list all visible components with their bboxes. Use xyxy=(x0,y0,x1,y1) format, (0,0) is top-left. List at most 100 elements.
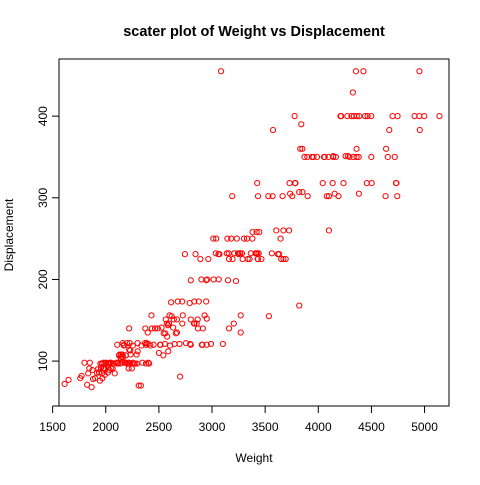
scatter-point xyxy=(146,360,153,367)
scatter-point xyxy=(129,342,136,349)
scatter-point xyxy=(342,153,349,160)
scatter-point xyxy=(123,340,131,347)
scatter-point xyxy=(296,188,303,196)
scatter-point xyxy=(162,330,169,337)
scatter-point xyxy=(187,316,194,323)
scatter-point xyxy=(382,193,389,200)
scatter-point xyxy=(179,320,186,327)
scatter-point xyxy=(386,126,393,134)
scatter-point xyxy=(156,341,164,348)
scatter-point xyxy=(194,316,201,323)
scatter-point xyxy=(236,250,244,257)
scatter-point xyxy=(151,325,159,332)
scatter-point xyxy=(223,250,230,257)
x-tick-label: 2000 xyxy=(92,420,119,434)
scatter-point xyxy=(382,145,390,152)
scatter-point xyxy=(212,250,219,257)
scatter-point xyxy=(195,298,202,305)
scatter-point xyxy=(391,153,398,161)
scatter-point xyxy=(181,251,189,258)
scatter-point xyxy=(249,228,256,236)
scatter-point xyxy=(340,180,347,187)
scatter-point xyxy=(253,228,260,236)
scatter-point xyxy=(416,126,423,134)
scatter-point xyxy=(217,68,225,75)
scatter-point xyxy=(215,276,222,283)
scatter-point xyxy=(192,251,199,258)
scatter-point xyxy=(394,193,401,200)
scatter-point xyxy=(268,250,275,257)
scatter-point xyxy=(237,329,244,336)
scatter-point xyxy=(273,227,280,234)
scatter-point xyxy=(313,153,321,161)
scatter-point xyxy=(134,348,141,355)
scatter-point xyxy=(282,255,289,263)
chart-title: scater plot of Weight vs Displacement xyxy=(123,24,385,40)
scatter-point xyxy=(150,341,157,348)
scatter-point xyxy=(225,250,232,257)
scatter-point xyxy=(126,325,133,332)
scatter-point xyxy=(384,153,391,161)
scatter-point xyxy=(86,359,93,366)
scatter-point xyxy=(162,316,169,323)
x-tick-label: 3500 xyxy=(252,420,279,434)
scatter-point xyxy=(241,235,248,242)
scatter-point xyxy=(329,180,336,187)
scatter-point xyxy=(355,190,362,197)
scatter-point xyxy=(421,113,428,120)
scatter-point xyxy=(368,113,375,120)
scatter-point xyxy=(203,277,210,284)
scatter-point xyxy=(216,251,223,258)
scatter-point xyxy=(61,380,68,388)
scatter-point xyxy=(297,145,304,152)
scatter-point xyxy=(168,313,175,320)
scatter-point xyxy=(203,315,210,322)
scatter-point xyxy=(332,153,339,161)
y-tick-label: 300 xyxy=(36,187,50,207)
y-axis: 100 200 300 400 xyxy=(36,106,60,371)
scatter-point xyxy=(120,341,128,348)
scatter-point xyxy=(436,113,443,120)
scatter-point xyxy=(237,312,244,319)
scatter-point xyxy=(278,255,285,263)
scatter-point xyxy=(92,375,99,382)
scatter-point xyxy=(232,277,240,285)
scatter-point xyxy=(254,180,261,187)
scatter-point xyxy=(279,193,286,200)
points-layer xyxy=(61,68,443,391)
scatter-point xyxy=(147,342,154,349)
scatter-point xyxy=(292,180,299,187)
scatter-point xyxy=(179,298,186,305)
scatter-point xyxy=(106,359,113,366)
scatter-point xyxy=(172,330,179,337)
scatter-point xyxy=(187,277,194,284)
y-tick-label: 100 xyxy=(36,351,50,371)
scatter-point xyxy=(204,276,211,283)
scatter-point xyxy=(160,352,167,359)
scatter-point xyxy=(207,340,215,348)
scatter-point xyxy=(393,180,400,187)
scatter-point xyxy=(254,255,262,263)
scatter-point xyxy=(353,145,360,152)
scatter-point xyxy=(173,316,181,323)
scatter-point xyxy=(361,113,369,120)
scatter-point xyxy=(323,193,330,200)
x-tick-label: 4000 xyxy=(305,420,332,434)
scatter-point xyxy=(360,68,367,75)
x-axis-label: Weight xyxy=(235,451,273,465)
scatter-point xyxy=(304,193,311,200)
scatter-point xyxy=(238,250,246,257)
scatter-point xyxy=(353,113,360,120)
scatter-point xyxy=(191,320,198,327)
scatter-point xyxy=(291,113,298,120)
scatter-point xyxy=(114,341,121,348)
scatter-point xyxy=(325,193,333,200)
scatter-point xyxy=(280,227,287,234)
scatter-point xyxy=(134,340,141,347)
scatter-point xyxy=(119,351,126,358)
scatter-point xyxy=(148,312,155,319)
scatter-point xyxy=(225,325,233,332)
scatter-point xyxy=(355,153,362,161)
